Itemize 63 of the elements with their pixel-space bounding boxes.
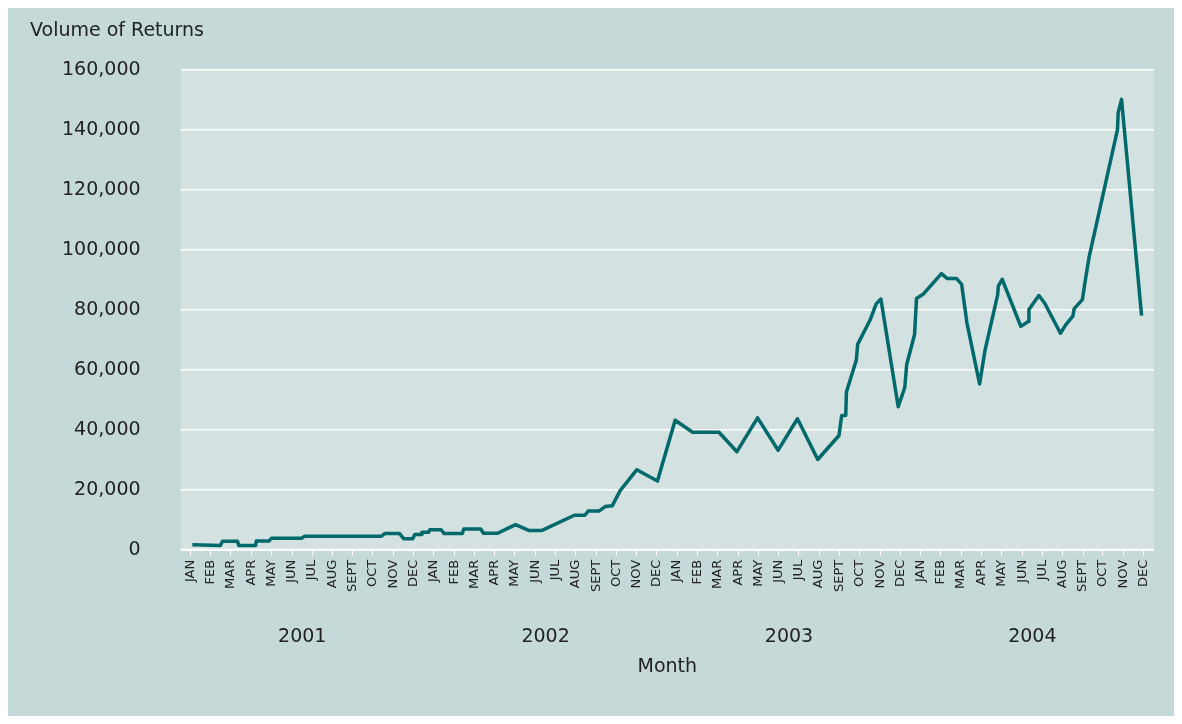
x-tick-label: MAY: [992, 559, 1008, 587]
x-tick-label: NOV: [628, 559, 644, 589]
x-tick-label: SEPT: [1074, 559, 1090, 592]
x-tick-label: APR: [242, 559, 258, 586]
x-tick-label: JUN: [1013, 559, 1029, 584]
x-tick-label: SEPT: [344, 559, 360, 592]
text: 2004: [1008, 624, 1057, 647]
text: 2003: [764, 624, 814, 647]
y-tick-label: 0: [128, 536, 141, 559]
x-tick-label: FEB: [445, 559, 461, 585]
x-tick-label: AUG: [323, 559, 339, 589]
x-tick-label: APR: [729, 559, 745, 586]
x-tick-label: OCT: [364, 559, 380, 588]
x-tick-label: FEB: [202, 559, 218, 585]
y-tick-label: 140,000: [61, 116, 141, 139]
y-tick-label: 20,000: [74, 476, 141, 499]
x-tick-label: APR: [486, 559, 502, 586]
x-tick-label: JUL: [1033, 559, 1049, 582]
x-tick-label: AUG: [1053, 559, 1069, 589]
text: 2002: [521, 624, 570, 647]
y-tick-label: 100,000: [61, 236, 141, 259]
x-tick-label: NOV: [871, 559, 887, 589]
x-tick-label: DEC: [891, 559, 907, 588]
x-tick-label: JAN: [911, 559, 927, 583]
y-tick-label: 60,000: [74, 356, 141, 379]
x-tick-label: DEC: [648, 559, 664, 588]
x-tick-label: JAN: [425, 559, 441, 583]
x-tick-label: MAR: [465, 559, 481, 589]
x-tick-label: SEPT: [587, 559, 603, 592]
x-tick-label: MAY: [506, 559, 522, 587]
x-tick-label: MAY: [749, 559, 765, 587]
x-axis-title: Month: [637, 654, 698, 677]
x-tick-label: JUN: [283, 559, 299, 584]
y-axis-title: Volume of Returns: [30, 18, 205, 41]
x-tick-label: AUG: [567, 559, 583, 589]
text: 2001: [278, 624, 327, 647]
x-tick-label: FEB: [689, 559, 705, 585]
y-tick-label: 40,000: [74, 416, 141, 439]
x-tick-label: MAR: [952, 559, 968, 589]
x-tick-label: JUL: [790, 559, 806, 582]
x-tick-label: OCT: [850, 559, 866, 588]
x-tick-label: SEPT: [831, 559, 847, 592]
x-tick-label: MAY: [262, 559, 278, 587]
x-tick-label: FEB: [932, 559, 948, 585]
x-tick-label: JUL: [303, 559, 319, 582]
y-tick-label: 160,000: [61, 56, 141, 79]
x-tick-label: APR: [973, 559, 988, 586]
x-tick-label: DEC: [1134, 559, 1150, 588]
x-tick-label: MAR: [709, 559, 725, 589]
x-tick-label: NOV: [1114, 559, 1130, 589]
x-tick-label: JAN: [181, 559, 197, 583]
x-tick-label: JUL: [546, 559, 562, 582]
y-tick-label: 80,000: [74, 296, 141, 319]
x-tick-label: JUN: [770, 559, 786, 584]
x-tick-label: AUG: [810, 559, 826, 589]
x-tick-label: OCT: [607, 559, 623, 588]
x-tick-label: JAN: [668, 559, 684, 583]
x-tick-label: MAR: [222, 559, 238, 589]
x-tick-label: NOV: [384, 559, 400, 589]
x-tick-label: DEC: [404, 559, 420, 588]
x-tick-label: OCT: [1094, 559, 1110, 588]
x-tick-label: JUN: [526, 559, 542, 584]
y-tick-label: 120,000: [61, 176, 141, 199]
